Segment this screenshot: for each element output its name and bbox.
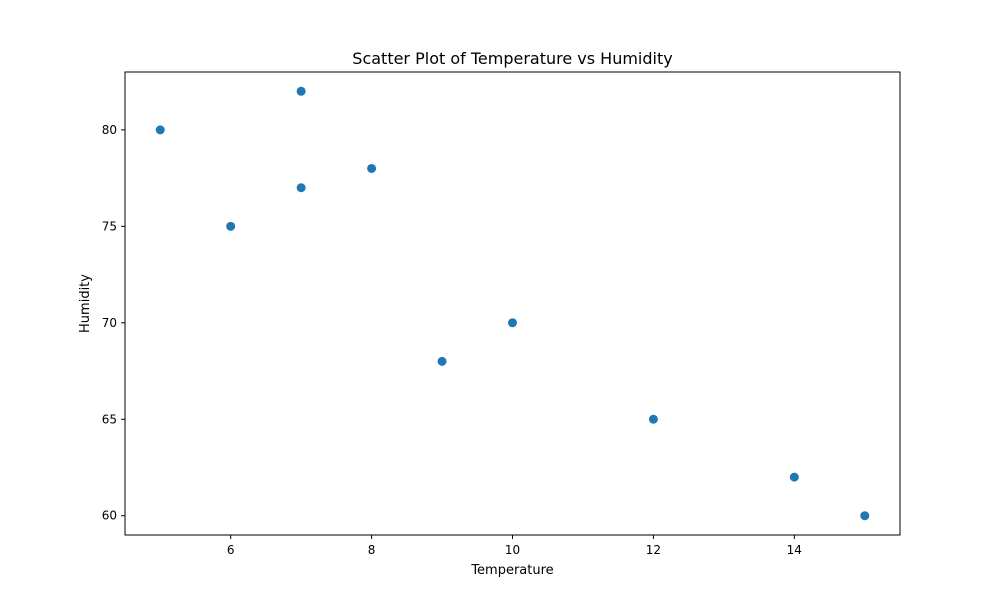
data-points — [155, 86, 870, 521]
plot-frame — [124, 71, 901, 536]
y-axis-label: Humidity — [78, 274, 93, 333]
scatter-point — [648, 414, 658, 424]
y-tick-label: 60 — [102, 509, 117, 523]
y-tick-label: 65 — [102, 412, 117, 426]
y-tick-label: 80 — [102, 123, 117, 137]
x-tick-label: 6 — [227, 543, 235, 557]
scatter-point — [437, 356, 447, 366]
scatter-point — [226, 221, 236, 231]
scatter-point — [367, 163, 377, 173]
scatter-point — [860, 511, 870, 521]
y-tick-label: 75 — [102, 219, 117, 233]
y-tick-label: 70 — [102, 316, 117, 330]
scatter-point — [296, 183, 306, 193]
x-tick-label: 14 — [787, 543, 802, 557]
x-tick-label: 8 — [368, 543, 376, 557]
x-tick-label: 10 — [505, 543, 520, 557]
scatter-point — [296, 86, 306, 96]
x-axis-label: Temperature — [470, 563, 553, 578]
scatter-point — [789, 472, 799, 482]
chart-title: Scatter Plot of Temperature vs Humidity — [352, 49, 672, 68]
y-axis-ticks: 60 65 70 75 80 — [102, 123, 125, 523]
x-tick-label: 12 — [646, 543, 661, 557]
scatter-point — [508, 318, 517, 328]
scatter-point — [155, 125, 165, 135]
x-axis-ticks: 6 8 10 12 14 — [227, 535, 802, 557]
